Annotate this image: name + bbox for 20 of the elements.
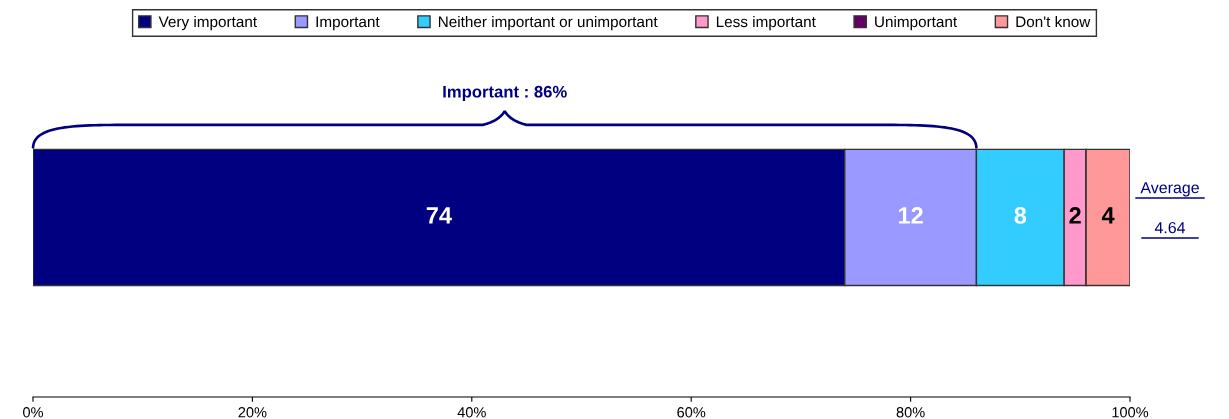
data-label: 8 (1014, 207, 1027, 224)
x-tick-label: 100% (1112, 407, 1149, 418)
x-tick-label: 80% (896, 407, 925, 418)
x-tick-label: 40% (457, 407, 486, 418)
data-label: 2 (1069, 207, 1081, 224)
x-tick-label: 20% (238, 407, 267, 418)
data-label: 74 (426, 207, 452, 224)
text: Important : 86% (443, 85, 567, 101)
text: 4.64 (1154, 221, 1186, 234)
legend-label: Unimportant (875, 15, 958, 31)
legend-label: Very important (158, 15, 257, 31)
legend-label: Important (316, 16, 380, 31)
x-tick-label: 60% (677, 407, 706, 418)
data-label: 12 (898, 207, 923, 224)
legend-label: Neither important or unimportant (438, 15, 658, 31)
data-label: 4 (1101, 207, 1115, 224)
x-tick-label: 0% (23, 407, 44, 418)
legend-label: Less important (716, 15, 816, 31)
text: Average (1140, 182, 1199, 197)
legend-label: Don't know (1016, 15, 1091, 28)
